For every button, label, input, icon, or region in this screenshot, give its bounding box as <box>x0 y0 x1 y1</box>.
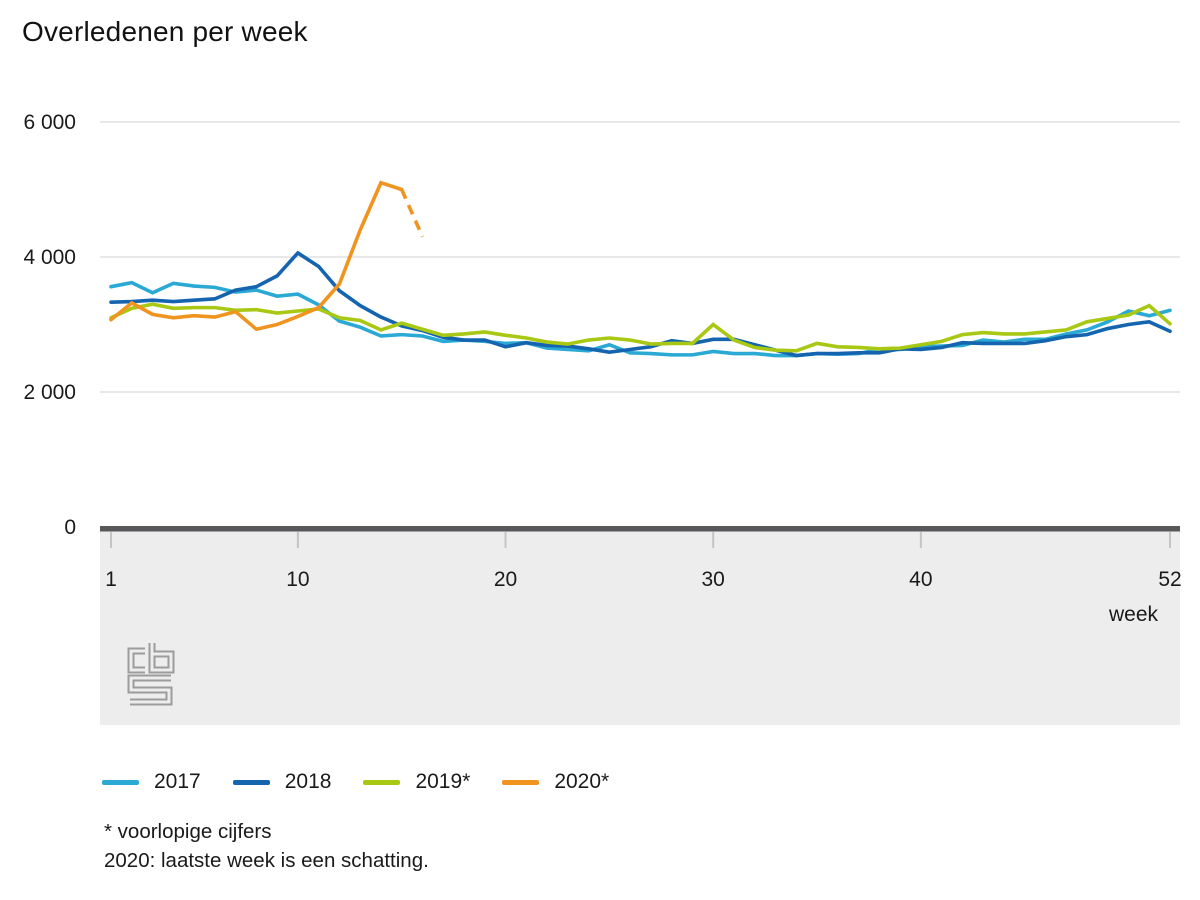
logo-letter-c-inner <box>129 649 145 672</box>
y-tick-label-6000: 6 000 <box>23 111 76 134</box>
legend-item-2019: 2019* <box>363 770 470 794</box>
logo-letter-b-inner <box>150 643 173 672</box>
legend-label-2020: 2020* <box>554 770 610 793</box>
y-tick-label-0: 0 <box>64 516 76 539</box>
legend-label-2017: 2017 <box>154 770 201 793</box>
legend-swatch-2020 <box>502 779 540 785</box>
x-tick-label-52: 52 <box>1158 568 1181 591</box>
chart-title: Overledenen per week <box>22 16 308 47</box>
y-tick-label-4000: 4 000 <box>23 246 76 269</box>
legend-item-2018: 2018 <box>232 770 332 794</box>
series-line-2020-dashed-estimate <box>400 188 425 238</box>
legend-label-2018: 2018 <box>284 770 332 793</box>
footnote-schatting: 2020: laatste week is een schatting. <box>104 849 429 872</box>
footnotes: * voorlopige cijfers 2020: laatste week … <box>104 817 429 875</box>
x-tick-label-30: 30 <box>702 568 725 591</box>
legend-item-2020: 2020* <box>502 770 609 794</box>
legend: 2017 2018 2019* 2020* <box>102 770 609 794</box>
x-tick-label-20: 20 <box>494 568 517 591</box>
legend-swatch-2018 <box>232 779 270 785</box>
series-line-2020 <box>109 180 404 332</box>
legend-swatch-2019 <box>363 779 401 785</box>
series-line-2018 <box>109 250 1172 358</box>
x-axis-label: week <box>1108 603 1159 626</box>
legend-swatch-2017 <box>102 779 139 785</box>
legend-item-2017: 2017 <box>102 770 201 794</box>
x-tick-label-10: 10 <box>286 568 309 591</box>
series-line-2019 <box>109 302 1172 353</box>
footnote-voorlopig: * voorlopige cijfers <box>104 820 272 843</box>
x-axis-line <box>100 526 1180 532</box>
logo-letter-s-inner <box>129 676 171 704</box>
x-tick-label-1: 1 <box>105 568 117 591</box>
legend-label-2019: 2019* <box>415 770 471 793</box>
y-tick-label-2000: 2 000 <box>23 381 76 404</box>
plot-footer-area <box>100 531 1180 725</box>
line-chart: 1 10 20 30 40 52 week 6 000 4 000 2 000 0 <box>23 111 1182 725</box>
series-line-2017 <box>109 280 1172 358</box>
cbs-logo <box>127 643 175 706</box>
x-tick-label-40: 40 <box>909 568 932 591</box>
